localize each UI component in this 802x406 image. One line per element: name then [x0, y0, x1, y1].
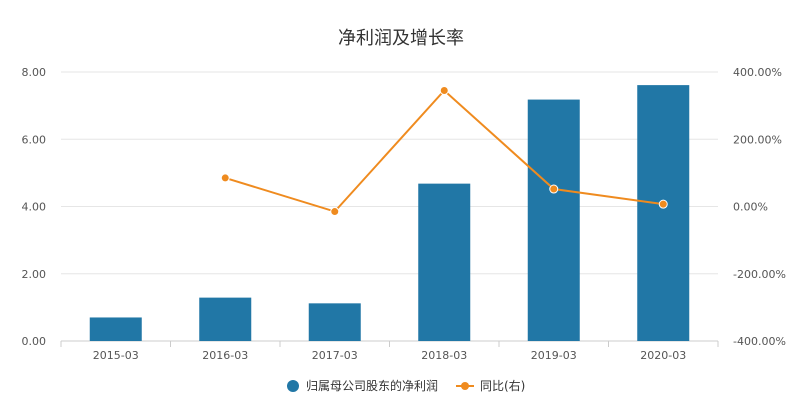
line-point[interactable] [658, 199, 668, 209]
line-point[interactable] [330, 207, 340, 217]
legend-label-bar: 归属母公司股东的净利润 [306, 378, 438, 393]
legend[interactable]: 归属母公司股东的净利润 同比(右) [287, 378, 525, 393]
y-left-tick-label: 0.00 [22, 335, 47, 348]
y-left-tick-label: 6.00 [22, 133, 47, 146]
line-point[interactable] [220, 173, 230, 183]
line-series [220, 85, 668, 217]
y-right-tick-label: 0.00% [733, 201, 768, 214]
line-point[interactable] [549, 184, 559, 194]
legend-marker-bar [287, 380, 299, 392]
legend-item-bar[interactable]: 归属母公司股东的净利润 [287, 378, 438, 393]
gridlines [61, 71, 718, 275]
x-tick-label: 2019-03 [531, 349, 577, 362]
line-point[interactable] [439, 85, 449, 95]
y-left-tick-label: 8.00 [22, 66, 47, 79]
chart-title: 净利润及增长率 [338, 28, 464, 49]
x-tick-label: 2018-03 [421, 349, 467, 362]
bar[interactable] [527, 99, 580, 341]
legend-item-line[interactable]: 同比(右) [456, 378, 525, 393]
bar[interactable] [637, 85, 690, 342]
x-tick-label: 2016-03 [202, 349, 248, 362]
y-right-tick-label: -400.00% [733, 335, 786, 348]
y-left-tick-label: 2.00 [22, 268, 47, 281]
x-tick-label: 2020-03 [640, 349, 686, 362]
legend-marker-point [461, 382, 469, 390]
legend-label-line: 同比(右) [480, 378, 525, 393]
y-right-tick-label: -200.00% [733, 268, 786, 281]
axes: 0.00 2.00 4.00 6.00 8.00 -400.00% -200.00% 0.00… [22, 66, 786, 362]
y-right-tick-label: 200.00% [733, 133, 782, 146]
y-right-tick-label: 400.00% [733, 66, 782, 79]
bar[interactable] [199, 297, 252, 341]
bar-series [89, 85, 690, 342]
bar[interactable] [308, 303, 361, 341]
x-tick-label: 2017-03 [312, 349, 358, 362]
bar[interactable] [418, 183, 471, 341]
bar[interactable] [89, 317, 142, 341]
x-tick-label: 2015-03 [93, 349, 139, 362]
y-left-tick-label: 4.00 [22, 201, 47, 214]
